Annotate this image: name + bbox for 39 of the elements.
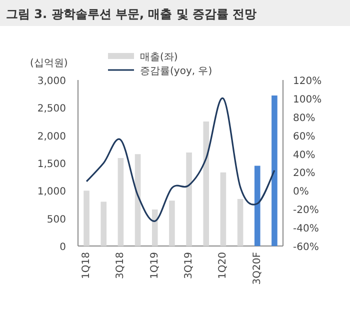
bar (100, 202, 107, 246)
y-tick-label: 0 (60, 242, 66, 253)
bar (118, 158, 124, 246)
y2-tick-label: 100% (293, 94, 322, 106)
x-tick-label: 3Q18 (115, 252, 126, 279)
x-tick-label: 3Q19 (184, 252, 195, 279)
y2-tick-label: -60% (293, 242, 319, 253)
bar (237, 198, 244, 246)
y-tick-label: 500 (46, 214, 66, 226)
y-tick-label: 2,500 (37, 104, 66, 115)
x-tick-label: 1Q19 (149, 252, 160, 279)
y2-tick-label: 120% (293, 76, 322, 87)
x-tick-label: 1Q20 (218, 252, 229, 279)
legend-label: 매출(좌) (140, 52, 178, 63)
bar (220, 172, 226, 246)
x-tick-label: 3Q20F (252, 252, 263, 285)
y-tick-label: 2,000 (37, 131, 66, 142)
bar (84, 190, 90, 246)
y-tick-label: 1,500 (37, 159, 66, 170)
legend-label: 증감률(yoy, 우) (140, 66, 212, 77)
y-axis-title: (십억원) (30, 58, 68, 69)
chart-title: 그림 3. 광학솔루션 부문, 매출 및 증감률 전망 (6, 7, 257, 21)
y-tick-label: 3,000 (37, 76, 66, 87)
x-tick-label: 1Q18 (81, 252, 92, 279)
y2-tick-label: 40% (293, 150, 316, 161)
y2-tick-label: 60% (293, 131, 316, 142)
bar (272, 95, 278, 246)
y2-tick-label: 80% (293, 112, 316, 124)
bar (186, 152, 192, 246)
y2-tick-label: -20% (293, 205, 319, 216)
bar (254, 166, 260, 246)
y2-tick-label: 0% (293, 186, 309, 198)
bar (152, 209, 158, 246)
y-tick-label: 1,000 (37, 186, 66, 198)
y2-tick-label: 20% (293, 168, 316, 180)
bar (134, 154, 141, 246)
y2-tick-label: -40% (293, 224, 319, 235)
bar (203, 122, 210, 246)
bar (169, 200, 175, 246)
